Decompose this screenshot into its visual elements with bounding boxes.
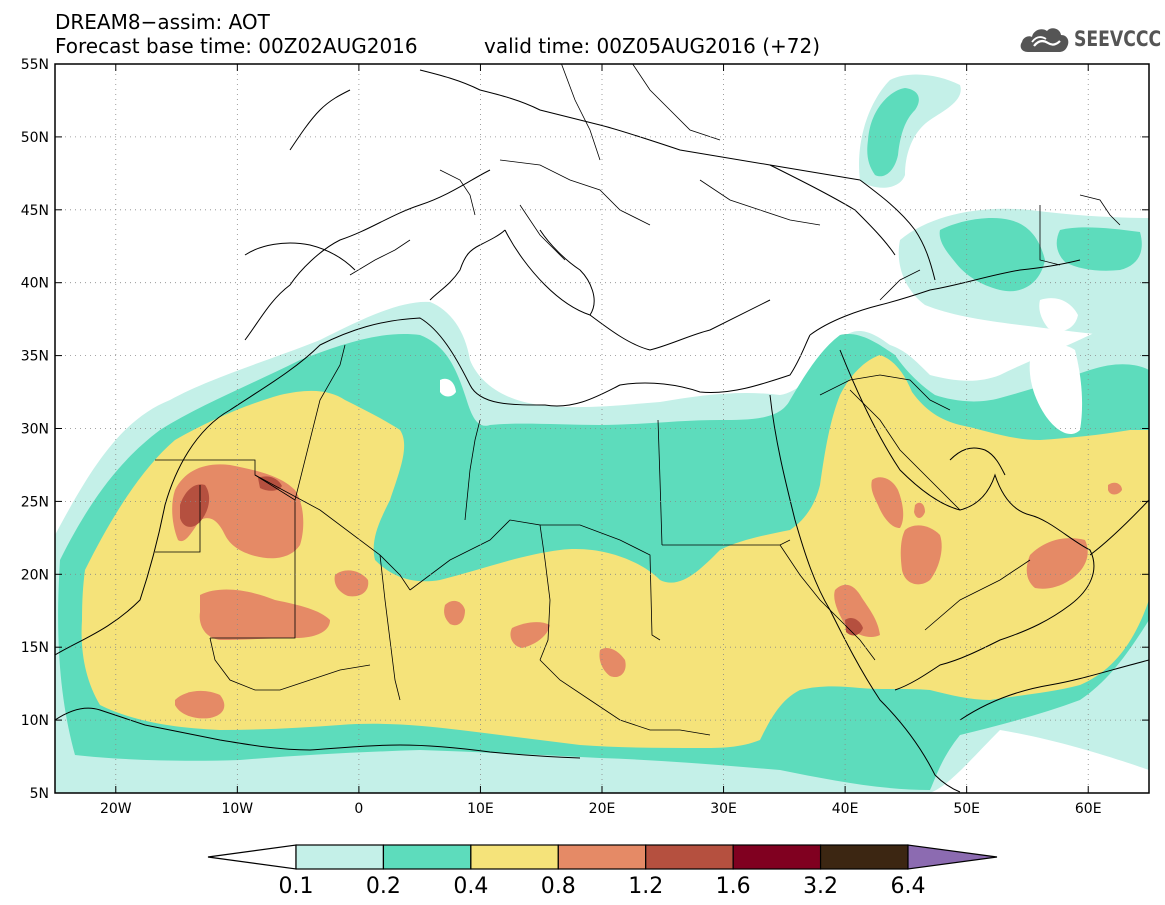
lat-tick-label: 10N xyxy=(21,713,49,729)
lat-tick-label: 45N xyxy=(21,203,49,219)
colorbar-over-arrow xyxy=(907,844,998,870)
colorbar-label: 0.1 xyxy=(279,874,314,899)
lon-tick-label: 50E xyxy=(953,801,980,817)
seevccc-logo: SEEVCCC xyxy=(1018,22,1165,56)
colorbar-swatch xyxy=(382,844,472,870)
colorbar-label: 1.6 xyxy=(716,874,751,899)
colorbar-label: 1.2 xyxy=(628,874,663,899)
colorbar-swatch xyxy=(732,844,822,870)
forecast-base-time: Forecast base time: 00Z02AUG2016 xyxy=(55,34,418,58)
colorbar-swatch xyxy=(645,844,734,870)
lat-tick-label: 30N xyxy=(21,422,49,438)
aot-low-patches xyxy=(440,298,1083,435)
lon-tick-label: 10E xyxy=(467,801,494,817)
colorbar-label: 6.4 xyxy=(891,874,926,899)
colorbar-label: 3.2 xyxy=(803,874,838,899)
colorbar-label: 0.4 xyxy=(453,874,488,899)
lat-tick-label: 5N xyxy=(30,786,49,802)
lon-tick-label: 30E xyxy=(710,801,737,817)
lat-tick-label: 55N xyxy=(21,57,49,73)
country-borders xyxy=(155,64,1121,736)
lat-tick-label: 20N xyxy=(21,567,49,583)
lat-tick-label: 50N xyxy=(21,130,49,146)
lon-tick-label: 60E xyxy=(1075,801,1102,817)
colorbar-label: 0.8 xyxy=(541,874,576,899)
logo-text: SEEVCCC xyxy=(1074,27,1162,51)
colorbar-label: 0.2 xyxy=(366,874,401,899)
colorbar-swatch xyxy=(819,844,909,870)
lon-tick-label: 20W xyxy=(100,801,132,817)
lat-tick-label: 35N xyxy=(21,349,49,365)
lat-tick-label: 25N xyxy=(21,494,49,510)
aot-band-0-4 xyxy=(81,355,1149,748)
lat-tick-label: 15N xyxy=(21,640,49,656)
colorbar-under-arrow xyxy=(207,844,297,870)
coastlines xyxy=(55,69,1149,793)
map-title: DREAM8−assim: AOT xyxy=(55,10,270,34)
colorbar-swatch xyxy=(470,844,559,870)
lon-tick-label: 0 xyxy=(354,801,363,817)
axis-layer: 20W 10W 0 10E 20E 30E 40E 50E 60E 5N 10N 15N 20N 25N 3… xyxy=(21,57,1149,817)
map-fill xyxy=(55,64,1149,793)
colorbar: 0.1 0.2 0.4 0.8 1.2 1.6 3.2 6.4 xyxy=(207,844,998,899)
lon-tick-label: 20E xyxy=(589,801,616,817)
colorbar-swatch xyxy=(557,844,647,870)
cloud-icon xyxy=(1020,28,1069,52)
lon-tick-label: 10W xyxy=(221,801,253,817)
lat-tick-label: 40N xyxy=(21,276,49,292)
lon-tick-label: 40E xyxy=(832,801,859,817)
valid-time: valid time: 00Z05AUG2016 (+72) xyxy=(484,34,821,58)
colorbar-swatch xyxy=(295,844,385,870)
